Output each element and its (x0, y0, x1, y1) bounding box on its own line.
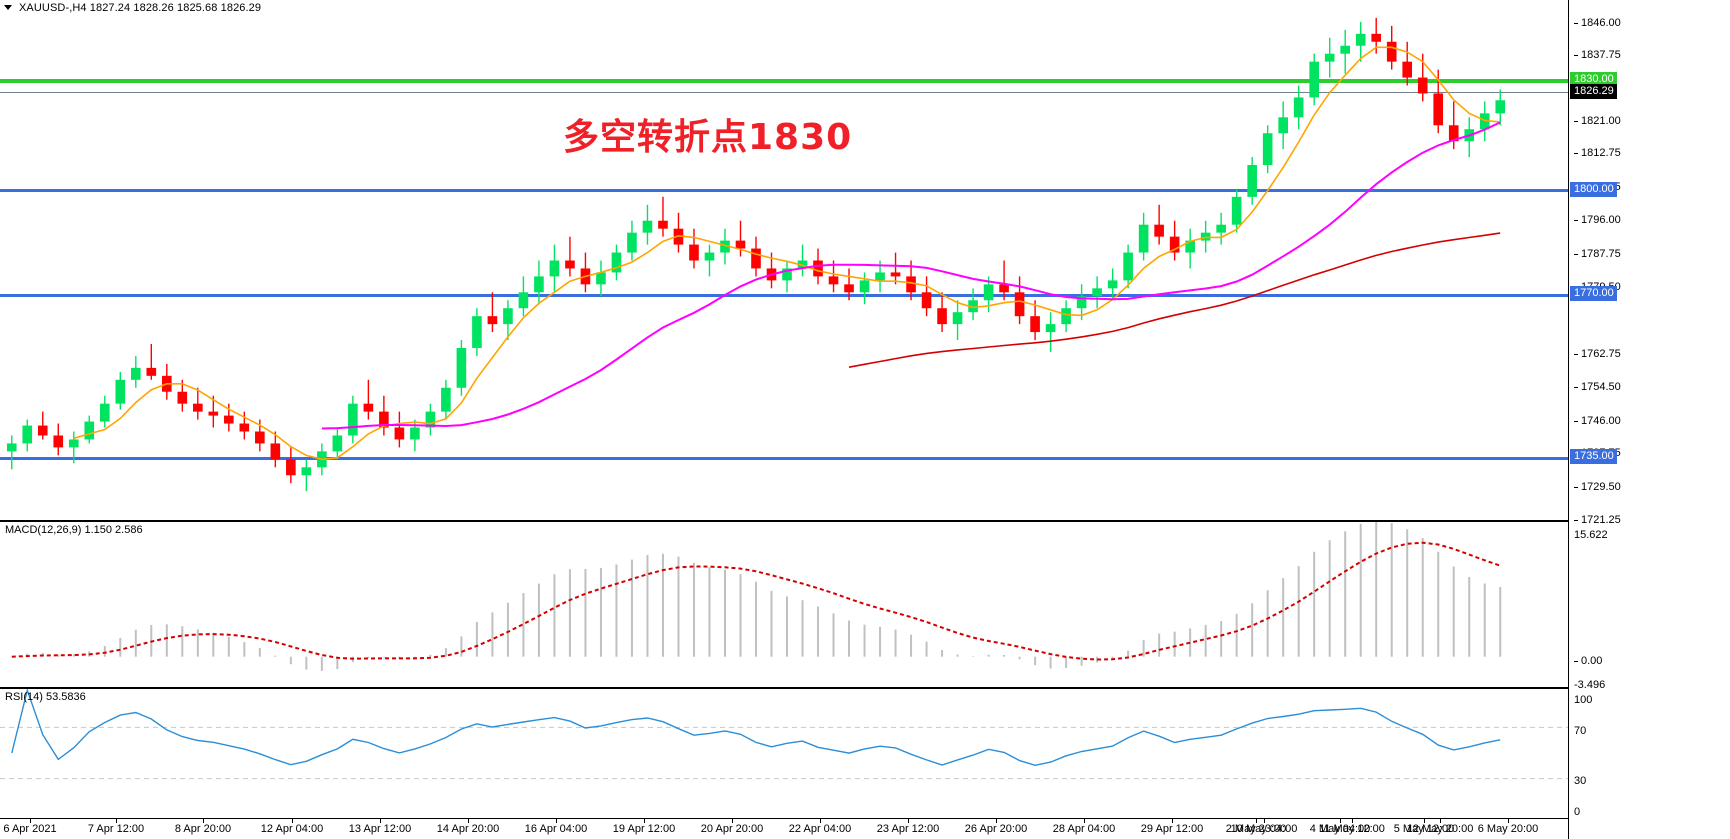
macd-signal-line (11, 541, 1501, 661)
price-axis-tick: 1837.75 (1574, 50, 1621, 61)
macd-axis-tick: 15.622 (1574, 529, 1608, 541)
time-axis-label: 29 Apr 12:00 (1140, 823, 1204, 835)
ma-fast (73, 46, 1501, 461)
price-axis[interactable]: 1846.001837.751821.001812.751804.251796.… (1570, 0, 1730, 839)
price-axis-tick: 1787.75 (1574, 249, 1621, 260)
price-axis-badge[interactable]: 1735.00 (1570, 449, 1617, 464)
price-axis-tick: 1812.75 (1574, 148, 1621, 159)
time-axis-label: 7 Apr 12:00 (87, 823, 145, 835)
time-axis-label: 22 Apr 04:00 (788, 823, 852, 835)
level-line-1770-00[interactable] (0, 294, 1568, 297)
time-axis-label: 8 Apr 20:00 (174, 823, 232, 835)
price-chart-panel[interactable] (0, 0, 1569, 521)
time-axis-label: 6 May 20:00 (1477, 823, 1539, 835)
time-axis-label: 6 Apr 2021 (3, 823, 57, 835)
time-axis-label: 11 May 12:00 (1319, 823, 1385, 835)
level-line-1735-00[interactable] (0, 457, 1568, 460)
time-axis-tick (1340, 819, 1341, 823)
time-axis-tick (1172, 819, 1173, 823)
macd-series (11, 522, 1502, 671)
price-axis-badge[interactable]: 1830.00 (1570, 72, 1617, 87)
macd-axis-tick: 0.00 (1574, 656, 1602, 667)
candlestick-series (6, 17, 1506, 492)
macd-axis-tick: -3.496 (1574, 679, 1606, 691)
time-axis-tick (1084, 819, 1085, 823)
macd-plot-area[interactable] (0, 522, 1568, 687)
time-axis-label: 12 May 20:00 (1406, 823, 1474, 835)
level-line-1800-00[interactable] (0, 189, 1568, 192)
time-axis-label: 10 May 04:00 (1230, 823, 1298, 835)
rsi-line (11, 689, 1501, 767)
price-axis-tick: 1846.00 (1574, 18, 1621, 29)
time-axis-label: 2 May 23:00 (1225, 823, 1287, 835)
rsi-series (0, 689, 1568, 780)
chart-annotation-text: 多空转折点1830 (563, 117, 853, 158)
caret-down-icon[interactable] (4, 5, 12, 10)
time-axis-tick (1424, 819, 1425, 823)
time-axis-label: 20 Apr 20:00 (700, 823, 764, 835)
rsi-axis-tick: 100 (1574, 694, 1593, 706)
time-axis-tick (996, 819, 997, 823)
time-axis-tick (820, 819, 821, 823)
time-axis-label: 19 Apr 12:00 (612, 823, 676, 835)
time-axis-tick (30, 819, 31, 823)
macd-label: MACD(12,26,9) 1.150 2.586 (5, 524, 143, 536)
time-axis-label: 12 Apr 04:00 (260, 823, 324, 835)
time-axis-label: 26 Apr 20:00 (964, 823, 1028, 835)
time-axis-label: 5 May 12:00 (1393, 823, 1455, 835)
price-axis-tick: 1821.00 (1574, 116, 1621, 127)
symbol-ohlc-text: XAUUSD-,H4 1827.24 1828.26 1825.68 1826.… (19, 1, 262, 14)
axis-divider (1568, 0, 1569, 839)
time-axis-label: 16 Apr 04:00 (524, 823, 588, 835)
price-axis-tick: 1754.50 (1574, 382, 1621, 393)
price-plot-area[interactable] (0, 0, 1568, 520)
rsi-label: RSI(14) 53.5836 (5, 691, 86, 703)
time-axis-tick (556, 819, 557, 823)
time-axis-tick (908, 819, 909, 823)
time-axis-tick (1352, 819, 1353, 823)
rsi-axis-tick: 70 (1574, 725, 1587, 737)
price-axis-tick: 1796.00 (1574, 215, 1621, 226)
rsi-axis-tick: 0 (1574, 806, 1581, 818)
price-axis-tick: 1721.25 (1574, 515, 1621, 526)
symbol-bar[interactable]: XAUUSD-,H4 1827.24 1828.26 1825.68 1826.… (0, 0, 1568, 15)
time-axis[interactable]: 6 Apr 2021 7 Apr 12:00 8 Apr 20:00 12 Apr 0… (0, 818, 1568, 839)
price-axis-badge[interactable]: 1800.00 (1570, 182, 1617, 197)
time-axis-tick (1256, 819, 1257, 823)
time-axis-tick (292, 819, 293, 823)
time-axis-tick (732, 819, 733, 823)
time-axis-tick (644, 819, 645, 823)
time-axis-label: 28 Apr 04:00 (1052, 823, 1116, 835)
level-line-1830-00[interactable] (0, 79, 1568, 83)
price-axis-tick: 1746.00 (1574, 416, 1621, 427)
time-axis-tick (1264, 819, 1265, 823)
ma-slow (848, 232, 1501, 368)
time-axis-tick (1440, 819, 1441, 823)
macd-panel[interactable] (0, 521, 1569, 688)
time-axis-tick (203, 819, 204, 823)
price-axis-tick: 1762.75 (1574, 349, 1621, 360)
price-axis-badge[interactable]: 1770.00 (1570, 286, 1617, 301)
time-axis-label: 14 Apr 20:00 (436, 823, 500, 835)
time-axis-label: 23 Apr 12:00 (876, 823, 940, 835)
rsi-plot-area[interactable] (0, 689, 1568, 818)
level-line-1826-29[interactable] (0, 92, 1568, 93)
time-axis-tick (1508, 819, 1509, 823)
rsi-axis-tick: 30 (1574, 775, 1587, 787)
time-axis-tick (380, 819, 381, 823)
ma-mid (321, 121, 1501, 430)
time-axis-tick (116, 819, 117, 823)
time-axis-label: 4 May 04:00 (1309, 823, 1371, 835)
rsi-panel[interactable] (0, 688, 1569, 818)
price-axis-badge[interactable]: 1826.29 (1570, 84, 1617, 99)
time-axis-tick (468, 819, 469, 823)
price-axis-tick: 1729.50 (1574, 482, 1621, 493)
time-axis-label: 13 Apr 12:00 (348, 823, 412, 835)
